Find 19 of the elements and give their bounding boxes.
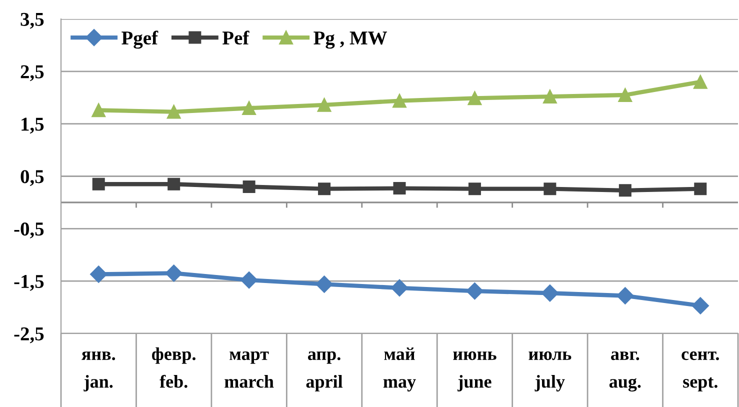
y-tick-label: 1,5	[22, 118, 44, 134]
x-tick-label: сент. sept.	[682, 351, 719, 392]
y-tick-label: -1,5	[14, 274, 44, 291]
x-tick-label: февр. feb.	[152, 347, 196, 388]
y-tick-label: 2,5	[20, 65, 44, 82]
x-tick-label: авг. aug.	[609, 351, 641, 392]
y-tick-label: -0,5	[14, 222, 44, 238]
x-tick-label: янв. jan.	[82, 352, 116, 392]
x-tick-label: март march	[224, 351, 274, 388]
x-tick-label: май may	[383, 347, 416, 392]
y-tick-label: 0,5	[20, 170, 44, 186]
y-tick-label: -2,5	[14, 327, 44, 344]
x-tick-label: июль july	[528, 351, 572, 392]
x-tick-label: апр. april	[306, 351, 343, 392]
legend-label: Pg , MW	[314, 32, 387, 49]
x-tick-label: июнь june	[453, 351, 496, 392]
legend-label: Pgef	[122, 30, 158, 49]
legend-label: Pef	[222, 30, 250, 45]
y-tick-label: 3,5	[20, 12, 44, 29]
